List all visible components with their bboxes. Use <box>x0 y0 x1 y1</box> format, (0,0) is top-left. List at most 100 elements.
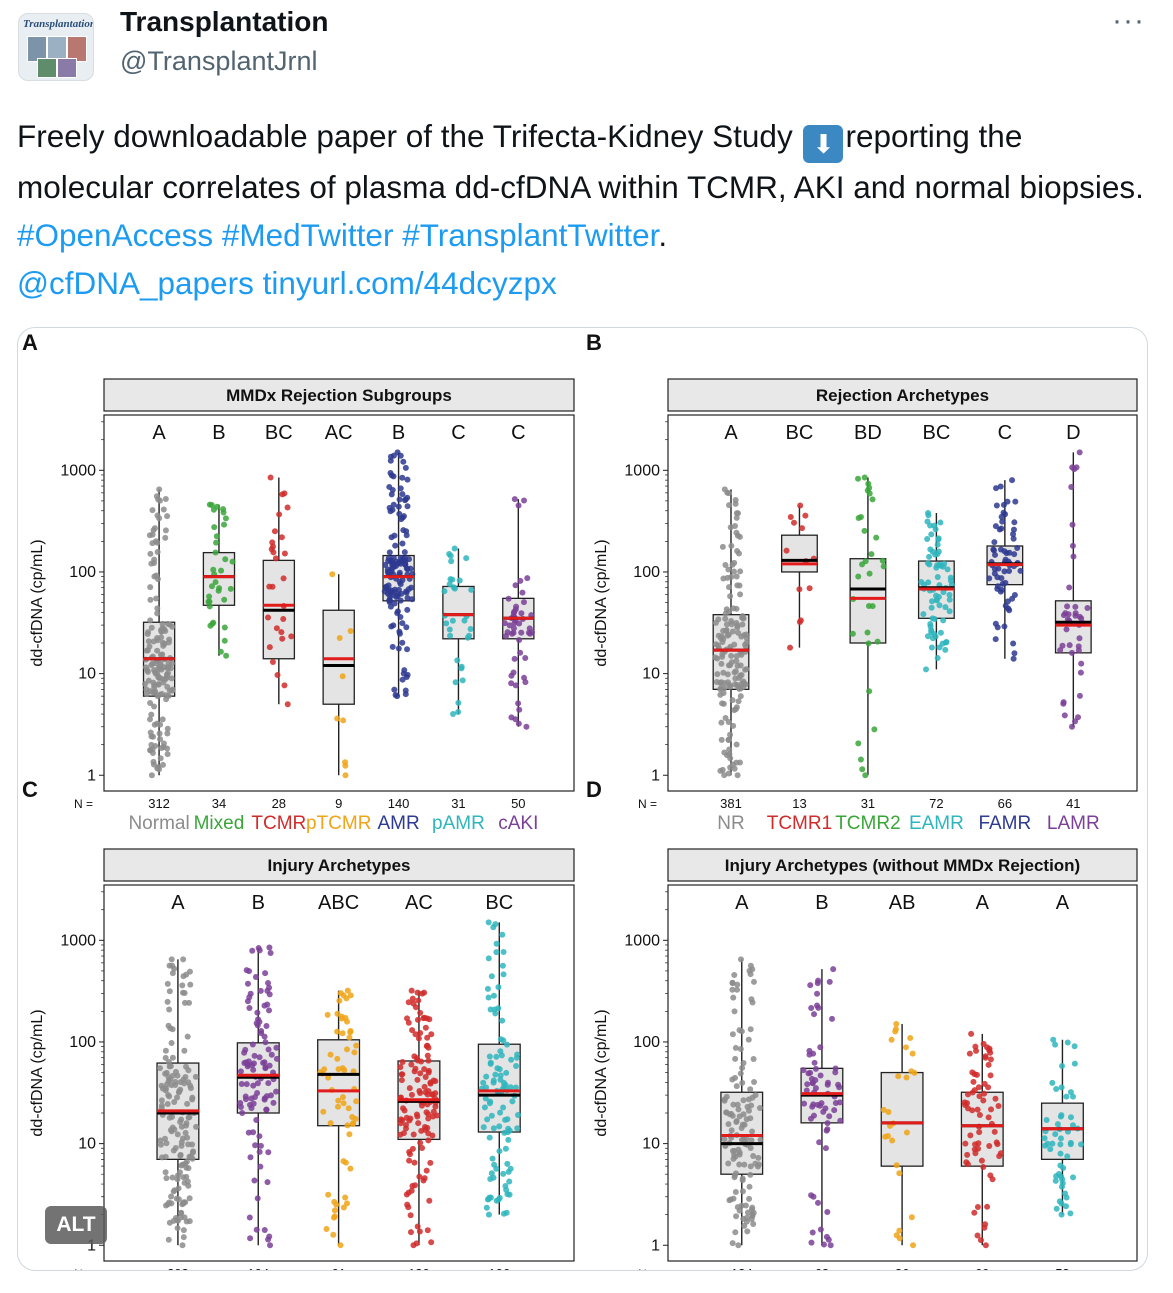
data-point <box>740 684 747 691</box>
data-point <box>180 1200 187 1207</box>
data-point <box>250 1060 257 1067</box>
data-point <box>407 1212 414 1219</box>
data-point <box>1069 521 1076 528</box>
data-point <box>980 1097 987 1104</box>
data-point <box>329 571 336 578</box>
data-point <box>464 634 471 641</box>
data-point <box>1056 1198 1063 1205</box>
data-point <box>284 504 291 511</box>
data-point <box>869 603 876 610</box>
data-point <box>879 557 886 564</box>
data-point <box>734 981 741 988</box>
data-point <box>1072 603 1079 610</box>
tweet-media-image[interactable]: A MMDx Rejection Subgroups dd-cfDNA (cp/mL… <box>17 327 1148 1271</box>
data-point <box>1042 1142 1049 1149</box>
data-point <box>989 1176 996 1183</box>
data-point <box>334 1055 341 1062</box>
data-point <box>147 584 154 591</box>
data-point <box>745 1036 752 1043</box>
data-point <box>350 1068 357 1075</box>
data-point <box>186 1195 193 1202</box>
alt-text-button[interactable]: ALT <box>45 1206 107 1244</box>
mention-link[interactable]: @cfDNA_papers <box>17 265 254 301</box>
data-point <box>787 514 794 521</box>
data-point <box>164 1101 171 1108</box>
group-n: 41 <box>1066 796 1080 811</box>
data-point <box>1070 553 1077 560</box>
data-point <box>335 1097 342 1104</box>
account-handle[interactable]: @TransplantJrnl <box>120 46 318 76</box>
data-point <box>274 672 281 679</box>
data-point <box>725 737 732 744</box>
data-point <box>500 949 507 956</box>
data-point <box>981 1080 988 1087</box>
data-point <box>808 1239 815 1246</box>
data-point <box>243 1059 250 1066</box>
more-options-icon[interactable]: ··· <box>1112 4 1145 37</box>
data-point <box>1052 1177 1059 1184</box>
data-point <box>1047 1146 1054 1153</box>
significance-letter: BC <box>265 422 293 444</box>
data-point <box>405 1204 412 1211</box>
data-point <box>984 1203 991 1210</box>
data-point <box>397 485 404 492</box>
data-point <box>242 1093 249 1100</box>
data-point <box>187 1085 194 1092</box>
data-point <box>261 1059 268 1066</box>
data-point <box>997 483 1004 490</box>
data-point <box>404 566 411 573</box>
hashtag-link[interactable]: #TransplantTwitter <box>402 217 659 253</box>
data-point <box>263 1106 270 1113</box>
data-point <box>404 646 411 653</box>
data-point <box>726 1197 733 1204</box>
data-point <box>827 1242 834 1249</box>
data-point <box>936 644 943 651</box>
data-point <box>1066 642 1073 649</box>
data-point <box>812 1085 819 1092</box>
data-point <box>485 955 492 962</box>
avatar[interactable]: Transplantation <box>18 13 94 81</box>
data-point <box>347 1029 354 1036</box>
data-point <box>817 1072 824 1079</box>
data-point <box>164 513 171 520</box>
url-link[interactable]: tinyurl.com/44dcyzpx <box>262 265 557 301</box>
data-point <box>740 1136 747 1143</box>
data-point <box>214 503 221 510</box>
data-point <box>992 636 999 643</box>
data-point <box>413 1055 420 1062</box>
data-point <box>802 512 809 519</box>
data-point <box>342 1159 349 1166</box>
data-point <box>499 1017 506 1024</box>
data-point <box>756 1105 763 1112</box>
data-point <box>855 573 862 580</box>
data-point <box>252 974 259 981</box>
data-point <box>1067 1210 1074 1217</box>
group-n: 66 <box>998 796 1012 811</box>
data-point <box>222 556 229 563</box>
data-point <box>387 457 394 464</box>
hashtag-link[interactable]: #OpenAccess <box>17 217 214 253</box>
data-point <box>726 584 733 591</box>
data-point <box>937 519 944 526</box>
data-point <box>162 1135 169 1142</box>
data-point <box>738 633 745 640</box>
data-point <box>866 688 873 695</box>
tweet-text-part: Freely downloadable paper of the Trifect… <box>17 118 802 154</box>
data-point <box>256 1054 263 1061</box>
data-point <box>739 1079 746 1086</box>
data-point <box>524 575 531 582</box>
data-point <box>824 1120 831 1127</box>
data-point <box>157 736 164 743</box>
data-point <box>192 1073 199 1080</box>
hashtag-link[interactable]: #MedTwitter <box>221 217 394 253</box>
data-point <box>183 971 190 978</box>
data-point <box>399 1071 406 1078</box>
data-point <box>210 566 217 573</box>
data-point <box>402 464 409 471</box>
data-point <box>168 1039 175 1046</box>
data-point <box>739 1175 746 1182</box>
data-point <box>750 1055 757 1062</box>
data-point <box>496 1148 503 1155</box>
account-name[interactable]: Transplantation <box>120 6 329 37</box>
data-point <box>178 1142 185 1149</box>
